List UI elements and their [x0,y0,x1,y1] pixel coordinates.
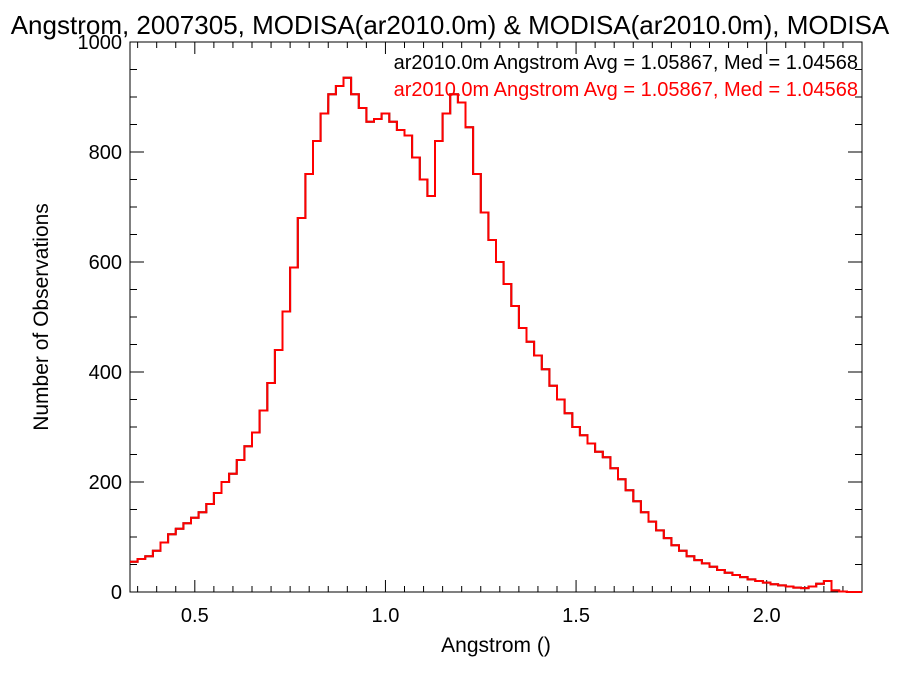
y-tick-label: 1000 [78,32,123,54]
y-tick-label: 800 [89,142,122,164]
y-tick-label: 200 [89,472,122,494]
x-axis-label: Angstrom () [441,634,551,657]
plot-frame [129,41,863,593]
x-tick-label: 2.0 [753,605,781,627]
y-axis: 0 200 400 600 800 1000 [78,32,862,604]
x-tick-label: 1.0 [372,605,400,627]
y-tick-label: 400 [89,362,122,384]
legend-entry-red: ar2010.0m Angstrom Avg = 1.05867, Med = … [394,79,858,101]
x-axis: 0.5 1.0 1.5 2.0 [137,42,844,627]
chart-title: Angstrom, 2007305, MODISA(ar2010.0m) & M… [11,10,890,40]
series-line-black [130,76,862,593]
y-axis-label: Number of Observations [30,203,53,431]
y-tick-label: 0 [111,582,122,604]
series-line-red [130,76,862,593]
y-tick-label: 600 [89,252,122,274]
legend-entry-black: ar2010.0m Angstrom Avg = 1.05867, Med = … [394,52,858,74]
x-tick-label: 0.5 [181,605,209,627]
series-group [130,76,862,593]
x-tick-label: 1.5 [562,605,590,627]
